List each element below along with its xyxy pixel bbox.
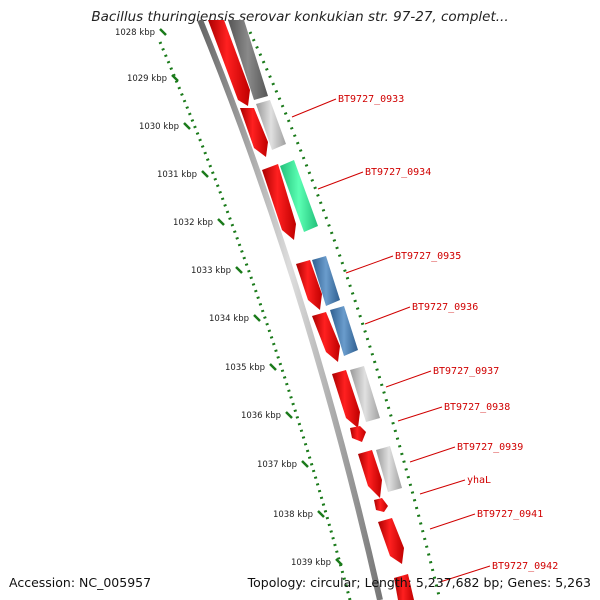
gene-label[interactable]: BT9727_0941 (477, 509, 543, 520)
scale-tick-mark (217, 218, 225, 226)
scale-tick-label: 1028 kbp (115, 28, 155, 38)
gene-label-leader (429, 513, 476, 530)
gene-label-leader (345, 255, 394, 274)
scale-tick-label: 1036 kbp (241, 411, 281, 421)
gene-label[interactable]: BT9727_0942 (492, 561, 558, 572)
scale-tick-label: 1032 kbp (173, 218, 213, 228)
scale-tick-mark (159, 28, 167, 36)
scale-tick-label: 1035 kbp (225, 363, 265, 373)
gene-label-leader (409, 446, 456, 463)
cds-arrow (296, 260, 322, 310)
scale-ticks: 1028 kbp 1029 kbp 1030 kbp 1031 kbp 1032 kbp… (115, 28, 343, 568)
cds-arrow (378, 518, 404, 564)
scale-tick-label: 1038 kbp (273, 510, 313, 520)
gene-label[interactable]: BT9727_0934 (365, 167, 431, 178)
topology-text: Topology: circular; Length: 5,237,682 bp… (247, 575, 591, 590)
outer-dotted-track (248, 31, 442, 600)
cog-box-blue (330, 306, 358, 356)
scale-tick-label: 1029 kbp (127, 74, 167, 84)
scale-tick-label: 1034 kbp (209, 314, 249, 324)
cds-arrow (240, 108, 268, 157)
cds-arrow (374, 498, 388, 512)
gene-label-leader (397, 406, 443, 422)
gene-label-leader (385, 370, 432, 388)
gene-label[interactable]: BT9727_0939 (457, 442, 523, 453)
cds-arrow (312, 312, 340, 362)
gc-content-track (158, 41, 352, 600)
cog-box-dark (228, 20, 268, 100)
gene-label[interactable]: BT9727_0938 (444, 402, 510, 413)
scale-tick-mark (183, 122, 191, 130)
scale-tick-mark (171, 74, 179, 82)
cog-box-green (280, 160, 318, 232)
cog-box-light (256, 100, 286, 150)
scale-tick-mark (335, 558, 343, 566)
genome-backbone (197, 18, 383, 600)
gene-label-leader (439, 565, 491, 583)
cds-arrow (358, 450, 382, 498)
cds-arrow (208, 20, 250, 106)
scale-tick-label: 1031 kbp (157, 170, 197, 180)
scale-tick-label: 1030 kbp (139, 122, 179, 132)
scale-tick-mark (285, 411, 293, 419)
gene-features (208, 20, 414, 600)
gene-label-leader (291, 98, 337, 118)
cog-box-light (376, 446, 402, 492)
cds-arrow (350, 426, 366, 442)
scale-tick-label: 1033 kbp (191, 266, 231, 276)
gene-label[interactable]: yhaL (467, 475, 491, 486)
scale-tick-label: 1037 kbp (257, 460, 297, 470)
gene-label[interactable]: BT9727_0936 (412, 302, 478, 313)
cds-arrow (262, 164, 296, 240)
gene-labels: BT9727_0933 BT9727_0934 BT9727_0935 BT9727_… (291, 94, 558, 583)
scale-tick-mark (301, 460, 309, 468)
gene-label[interactable]: BT9727_0935 (395, 251, 461, 262)
cds-arrow (332, 370, 360, 428)
scale-tick-label: 1039 kbp (291, 558, 331, 568)
scale-tick-mark (235, 266, 243, 274)
cog-box-light (350, 366, 380, 422)
cds-arrow (394, 574, 414, 600)
scale-tick-mark (269, 363, 277, 371)
gene-label-leader (317, 171, 364, 190)
map-title: Bacillus thuringiensis serovar konkukian… (91, 9, 509, 25)
cog-box-blue (312, 256, 340, 306)
scale-tick-mark (317, 510, 325, 518)
gene-label-leader (364, 306, 411, 325)
gene-label[interactable]: BT9727_0937 (433, 366, 499, 377)
scale-tick-mark (253, 314, 261, 322)
gene-label-leader (419, 479, 466, 495)
accession-text: Accession: NC_005957 (9, 575, 152, 590)
gene-label[interactable]: BT9727_0933 (338, 94, 404, 105)
scale-tick-mark (201, 170, 209, 178)
